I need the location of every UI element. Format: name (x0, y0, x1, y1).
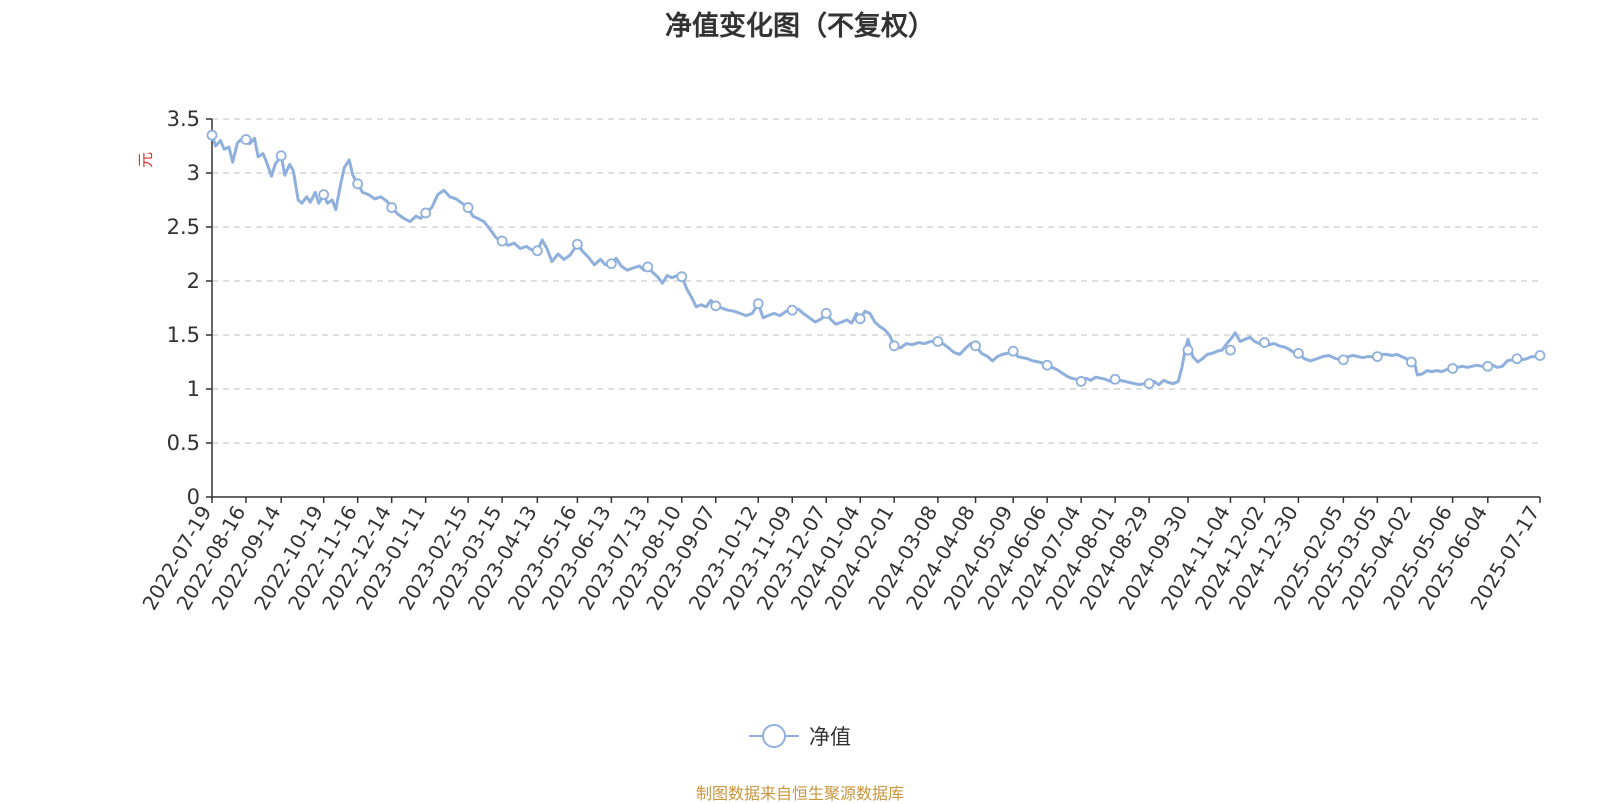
data-point-marker (1534, 350, 1546, 361)
data-point-marker (1182, 344, 1194, 356)
y-tick-label: 2.5 (167, 215, 200, 239)
y-tick-label: 0 (187, 485, 200, 509)
data-point-marker (1075, 376, 1087, 387)
data-point-marker (1007, 345, 1019, 357)
y-tick-label: 3.5 (167, 107, 200, 131)
data-point-marker (571, 238, 583, 250)
chart-title: 净值变化图（不复权） (665, 11, 935, 42)
data-point-marker (206, 129, 218, 141)
y-axis-label: 元 (136, 152, 155, 168)
data-point-marker (1482, 360, 1494, 372)
data-point-marker (932, 336, 944, 347)
y-tick-label: 0.5 (167, 431, 200, 455)
data-point-marker (605, 258, 617, 270)
y-tick-labels: 0 0.5 1 1.5 2 2.5 3 3.5 (167, 107, 200, 509)
data-point-marker (676, 271, 688, 283)
data-point-marker (1293, 347, 1304, 359)
data-point-marker (854, 313, 866, 325)
data-point-marker (420, 207, 432, 219)
y-tick-label: 1.5 (167, 323, 200, 347)
series-markers (206, 129, 1546, 390)
legend[interactable]: 净值 (0, 721, 1600, 751)
source-note: 制图数据来自恒生聚源数据库 (695, 784, 904, 803)
data-point-marker (888, 340, 900, 352)
data-point-marker (1511, 353, 1523, 365)
data-point-marker (710, 300, 722, 312)
y-tick-label: 2 (187, 269, 200, 293)
data-point-marker (1041, 359, 1053, 371)
data-point-marker (318, 189, 330, 201)
series-line-net-value (210, 133, 1542, 387)
data-point-marker (531, 245, 543, 257)
y-tick-label: 1 (187, 377, 200, 401)
data-point-marker (1259, 337, 1270, 348)
data-point-marker (275, 150, 287, 162)
data-point-marker (1109, 373, 1121, 385)
data-point-marker (970, 340, 981, 352)
data-point-marker (642, 261, 654, 273)
data-point-marker (1337, 354, 1349, 366)
data-point-marker (1447, 363, 1458, 374)
data-point-marker (752, 298, 764, 310)
data-point-marker (1405, 356, 1417, 368)
data-point-marker (352, 178, 364, 190)
data-point-marker (1225, 344, 1236, 356)
data-point-marker (240, 134, 252, 145)
data-point-marker (786, 304, 798, 316)
y-tick-label: 3 (187, 161, 200, 185)
data-point-marker (462, 202, 474, 213)
data-point-marker (820, 307, 832, 319)
data-point-marker (1143, 378, 1155, 390)
legend-label: 净值 (809, 725, 851, 749)
data-point-marker (1371, 351, 1383, 363)
data-point-marker (496, 235, 508, 247)
grid-lines (206, 118, 1540, 498)
x-tick-labels: 2022-07-192022-08-162022-09-142022-10-19… (137, 501, 1544, 614)
series-layer (210, 133, 1542, 387)
data-point-marker (386, 202, 398, 213)
legend-line-circle-icon (749, 724, 799, 748)
axes (211, 119, 1541, 503)
